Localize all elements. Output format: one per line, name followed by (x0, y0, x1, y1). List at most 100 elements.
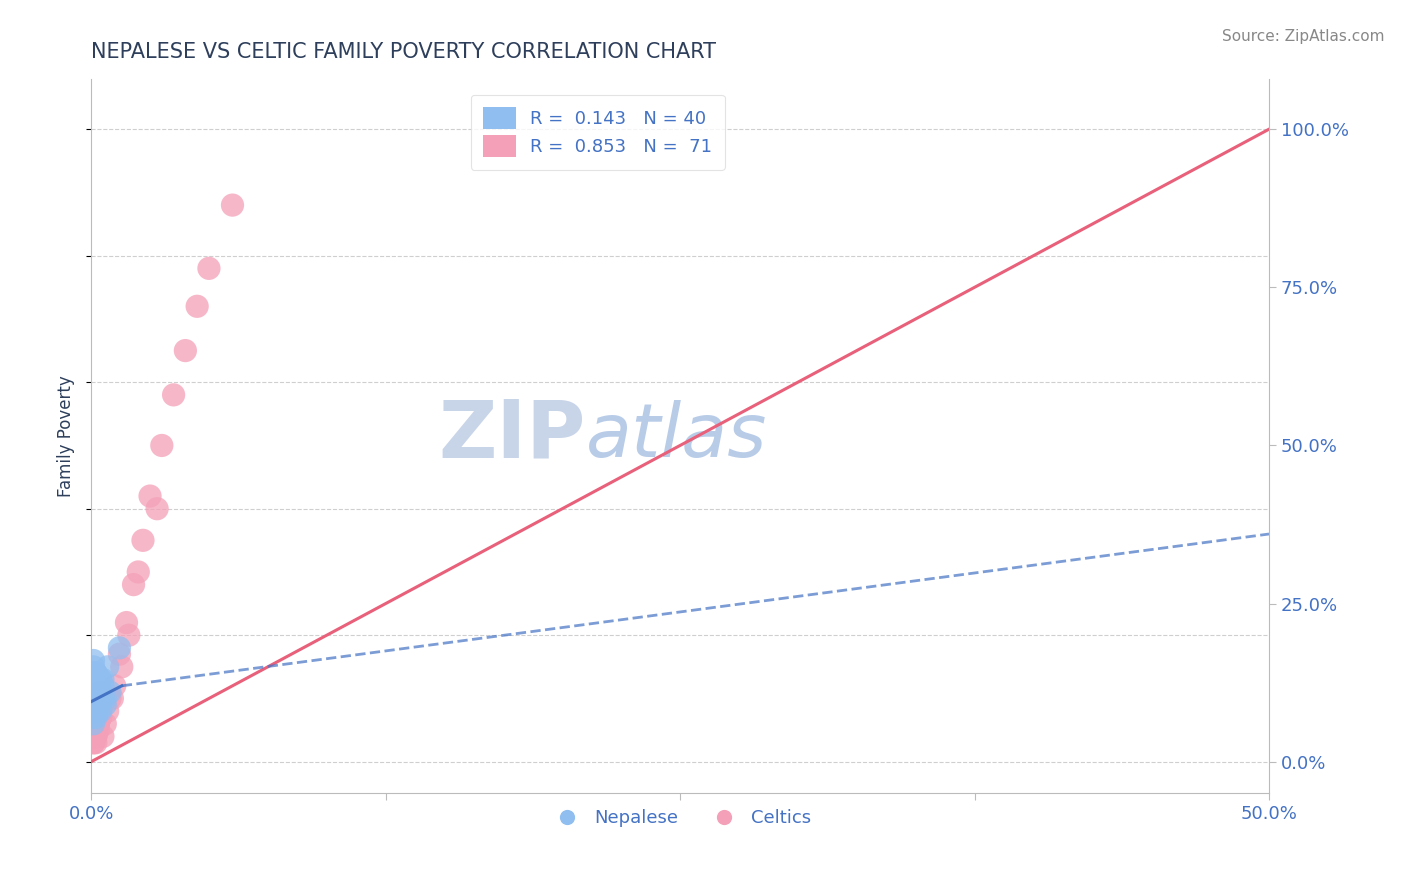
Point (221, 198, 243, 212)
Point (84, 716, 107, 731)
Point (84, 698, 107, 712)
Point (87, 710, 110, 724)
Point (84, 723, 107, 737)
Point (83, 730, 105, 744)
Point (83, 710, 105, 724)
Point (87, 710, 110, 724)
Point (84, 710, 107, 724)
Point (83, 666, 105, 681)
Point (87, 710, 110, 724)
Point (84, 666, 107, 681)
Point (90, 691, 112, 706)
Point (87, 691, 110, 706)
Point (83, 698, 105, 712)
Point (83, 679, 105, 693)
Point (139, 489, 162, 503)
Point (83, 723, 105, 737)
Point (87, 679, 110, 693)
Point (87, 698, 110, 712)
Point (90, 704, 112, 718)
Point (84, 723, 107, 737)
Point (87, 691, 110, 706)
Point (84, 710, 107, 724)
Point (84, 704, 107, 718)
Text: Source: ZipAtlas.com: Source: ZipAtlas.com (1222, 29, 1385, 44)
Point (111, 660, 134, 674)
Point (84, 673, 107, 687)
Point (83, 730, 105, 744)
Point (90, 685, 112, 699)
Point (87, 710, 110, 724)
Point (98, 691, 121, 706)
Point (127, 565, 149, 579)
Point (84, 723, 107, 737)
Point (87, 698, 110, 712)
Legend: Nepalese, Celtics: Nepalese, Celtics (543, 802, 818, 834)
Text: NEPALESE VS CELTIC FAMILY POVERTY CORRELATION CHART: NEPALESE VS CELTIC FAMILY POVERTY CORREL… (91, 42, 716, 62)
Text: atlas: atlas (586, 400, 768, 472)
Point (108, 647, 131, 661)
Point (84, 698, 107, 712)
Point (83, 716, 105, 731)
Point (84, 666, 107, 681)
Point (87, 698, 110, 712)
Point (91, 691, 114, 706)
Point (83, 730, 105, 744)
Point (115, 615, 138, 630)
Point (87, 673, 110, 687)
Point (91, 730, 114, 744)
Point (150, 438, 173, 452)
Point (84, 723, 107, 737)
Point (90, 704, 112, 718)
Text: ZIP: ZIP (439, 397, 586, 475)
Point (186, 299, 208, 313)
Point (83, 730, 105, 744)
Point (83, 704, 105, 718)
Point (84, 685, 107, 699)
Point (84, 730, 107, 744)
Point (84, 704, 107, 718)
Point (84, 679, 107, 693)
Point (84, 736, 107, 750)
Point (87, 716, 110, 731)
Point (87, 685, 110, 699)
Point (87, 691, 110, 706)
Point (83, 660, 105, 674)
Point (146, 501, 169, 516)
Point (84, 723, 107, 737)
Point (87, 691, 110, 706)
Point (90, 685, 112, 699)
Point (162, 388, 184, 402)
Point (83, 736, 105, 750)
Point (94, 698, 117, 712)
Point (90, 704, 112, 718)
Point (87, 698, 110, 712)
Point (94, 691, 117, 706)
Point (84, 704, 107, 718)
Point (84, 666, 107, 681)
Point (87, 716, 110, 731)
Point (174, 343, 197, 358)
Point (83, 698, 105, 712)
Point (84, 723, 107, 737)
Point (122, 577, 145, 591)
Point (84, 704, 107, 718)
Point (118, 628, 141, 642)
Point (83, 653, 105, 667)
Point (198, 261, 221, 276)
Point (104, 679, 127, 693)
Y-axis label: Family Poverty: Family Poverty (58, 376, 75, 497)
Point (87, 698, 110, 712)
Point (90, 710, 112, 724)
Point (108, 640, 131, 655)
Point (97, 704, 120, 718)
Point (90, 704, 112, 718)
Point (87, 716, 110, 731)
Point (84, 723, 107, 737)
Point (91, 679, 114, 693)
Point (87, 704, 110, 718)
Point (87, 710, 110, 724)
Point (87, 716, 110, 731)
Point (132, 533, 155, 548)
Point (91, 673, 114, 687)
